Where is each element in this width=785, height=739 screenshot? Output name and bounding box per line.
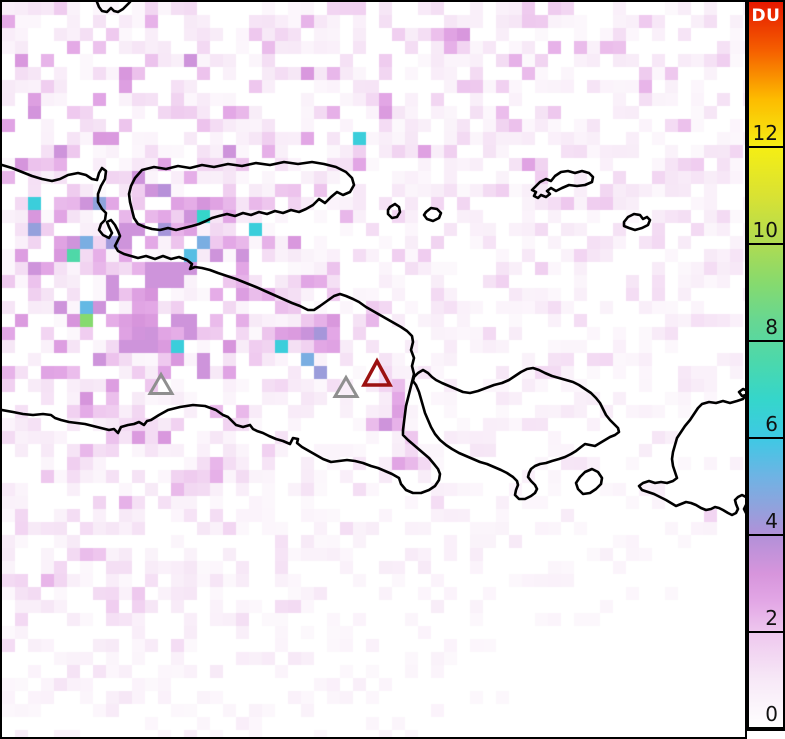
colorbar-tick-label: 8 [765, 315, 778, 340]
coastline-lombok [637, 387, 745, 517]
coastlines-and-markers-svg [2, 2, 745, 517]
colorbar: 0 2 4 6 8 10 12 DU [747, 0, 785, 731]
coastline-islet-2 [422, 206, 443, 223]
colorbar-tick-label: 0 [765, 702, 778, 726]
colorbar-tick [749, 146, 783, 149]
volcano-marker-gray-east [332, 374, 360, 398]
colorbar-gradient [749, 2, 783, 729]
colorbar-tick-label: 4 [765, 509, 778, 534]
colorbar-tick [749, 631, 783, 634]
colorbar-tick [749, 243, 783, 246]
volcano-marker-red [361, 357, 393, 387]
coastline-kangean [530, 169, 595, 200]
colorbar-tick [749, 727, 783, 729]
colorbar-tick [749, 437, 783, 440]
coastline-java [2, 163, 442, 495]
map-area [0, 0, 747, 739]
colorbar-tick-label: 10 [752, 218, 778, 243]
colorbar-title-du: DU [751, 6, 781, 26]
colorbar-tick [749, 340, 783, 343]
coastline-island-east [622, 212, 652, 232]
coastline-islet-1 [386, 202, 402, 220]
coastline-top-islet [95, 2, 132, 14]
colorbar-tick [749, 534, 783, 537]
volcano-marker-gray-west [147, 371, 175, 395]
colorbar-tick-label: 12 [752, 121, 778, 146]
coastline-madura [127, 160, 356, 232]
coastline-bali [411, 366, 621, 501]
colorbar-tick-label: 2 [765, 606, 778, 631]
coastline-nusa-penida [574, 467, 604, 496]
colorbar-tick-label: 6 [765, 412, 778, 437]
